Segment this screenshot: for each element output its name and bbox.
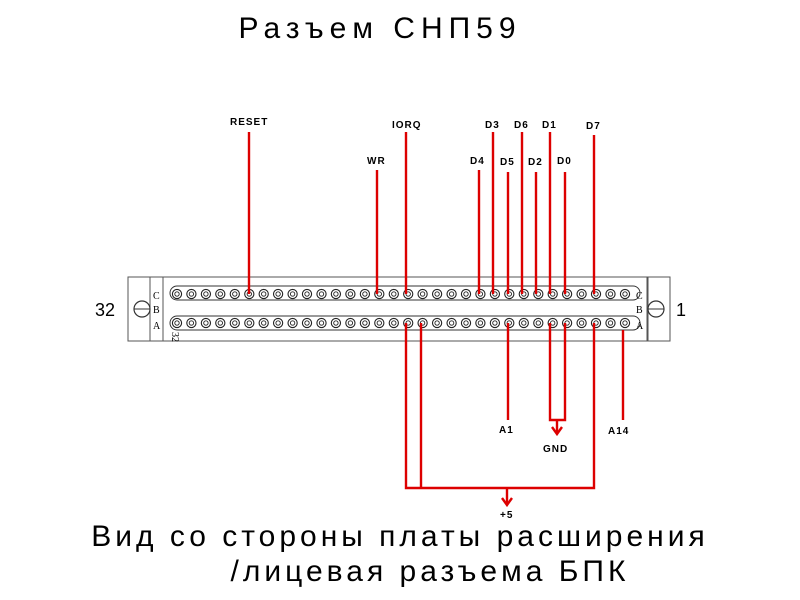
- pin-b-14-center: [434, 291, 440, 297]
- pin-b-4-center: [578, 291, 585, 297]
- label-d6: D6: [514, 120, 529, 131]
- pin-a-8-center: [521, 320, 527, 326]
- pin-b-23-center: [304, 291, 310, 297]
- row-label-a-right: A: [636, 321, 644, 332]
- row-label-c-left: C: [153, 291, 160, 302]
- plus5-arrow: [501, 497, 513, 508]
- diagram-title: Разъем СНП59: [238, 12, 522, 45]
- signal-wires: [247, 132, 625, 508]
- pin-a-26-center: [261, 320, 267, 326]
- pin-a-28-center: [232, 320, 238, 326]
- pin-b-24-center: [289, 291, 296, 297]
- pin-a-11-center: [477, 320, 484, 326]
- pin-b-25-center: [275, 291, 281, 297]
- pin-a-12-center: [463, 320, 469, 326]
- pin-a-1-center: [622, 320, 628, 326]
- row-label-a-left: A: [153, 321, 161, 332]
- pin-a-18-center: [376, 320, 382, 326]
- label-wr: WR: [367, 156, 386, 167]
- label-reset: RESET: [230, 117, 268, 128]
- label-d4: D4: [470, 156, 485, 167]
- label-iorq: IORQ: [392, 120, 422, 131]
- pin-b-19-center: [362, 291, 368, 297]
- pin-a-23-center: [304, 320, 310, 326]
- wire-plus5-bus: [404, 323, 596, 490]
- label-d0: D0: [557, 156, 572, 167]
- pin-b-21-center: [333, 291, 339, 297]
- connector-end-label-right: 1: [676, 300, 686, 320]
- label-a14: A14: [608, 426, 629, 437]
- label-d7: D7: [586, 121, 601, 132]
- label-d1: D1: [542, 120, 557, 131]
- label-gnd: GND: [543, 444, 568, 455]
- row-label-b-right: B: [636, 305, 643, 316]
- row-label-b-left: B: [153, 305, 160, 316]
- gnd-arrow: [551, 426, 563, 437]
- pin-a-25-center: [275, 320, 281, 326]
- label-plus5: +5: [500, 510, 513, 521]
- pin-a-17-center: [391, 320, 397, 326]
- label-a1: A1: [499, 425, 514, 436]
- pin-a-31-center: [188, 320, 195, 326]
- pin-a-27-center: [246, 320, 252, 326]
- pin-a-4-center: [578, 320, 585, 326]
- pin-a-30-center: [203, 320, 209, 326]
- pin-b-26-center: [261, 291, 267, 297]
- connector-end-label-left: 32: [95, 300, 115, 320]
- label-d3: D3: [485, 120, 500, 131]
- pin-a-19-center: [362, 320, 368, 326]
- pin-a-32-center: [174, 320, 180, 326]
- pin-b-15-center: [419, 291, 426, 297]
- pin-b-12-center: [463, 291, 469, 297]
- pin-a-20-center: [347, 320, 354, 326]
- pin-b-17-center: [391, 291, 397, 297]
- pin-b-28-center: [232, 291, 238, 297]
- pin-a-24-center: [289, 320, 296, 326]
- pin-a-14-center: [434, 320, 440, 326]
- caption-line-1: Вид со стороны платы расширения: [91, 520, 709, 553]
- pins-row-a: [171, 317, 631, 329]
- pin-32-mark: 32: [169, 332, 180, 342]
- label-d2: D2: [528, 157, 543, 168]
- pin-b-2-center: [607, 291, 614, 297]
- pin-b-29-center: [217, 291, 223, 297]
- caption-line-2: /лицевая разъема БПК: [230, 555, 630, 588]
- label-d5: D5: [500, 157, 515, 168]
- pin-b-13-center: [448, 291, 455, 297]
- pin-b-32-center: [174, 291, 180, 297]
- pin-a-21-center: [333, 320, 339, 326]
- pin-a-7-center: [535, 320, 541, 326]
- pin-a-10-center: [492, 320, 498, 326]
- pin-a-22-center: [318, 320, 325, 326]
- pin-b-31-center: [188, 291, 195, 297]
- pin-b-22-center: [318, 291, 325, 297]
- pin-a-2-center: [607, 320, 614, 326]
- pin-b-1-center: [622, 291, 628, 297]
- pin-b-20-center: [347, 291, 354, 297]
- connector-outer-frame: [127, 276, 671, 342]
- pin-b-30-center: [203, 291, 209, 297]
- row-label-c-right: C: [636, 291, 643, 302]
- pin-a-29-center: [217, 320, 223, 326]
- pin-a-13-center: [448, 320, 455, 326]
